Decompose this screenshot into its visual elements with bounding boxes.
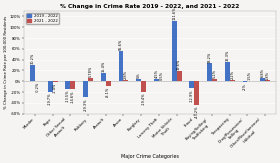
Bar — [101, 73, 106, 81]
Text: 5%: 5% — [137, 72, 141, 78]
Bar — [106, 81, 111, 86]
Bar — [172, 21, 177, 81]
Bar — [136, 79, 141, 81]
Text: 36.3%: 36.3% — [225, 50, 229, 61]
Bar — [30, 65, 35, 81]
Text: 2.2%: 2.2% — [230, 70, 234, 79]
Text: -12.9%: -12.9% — [190, 89, 194, 102]
Text: -14.6%: -14.6% — [71, 90, 75, 103]
Text: -8.1%: -8.1% — [106, 87, 110, 97]
Text: 5.78%: 5.78% — [88, 66, 92, 77]
Bar — [88, 78, 93, 81]
Text: -0.2%: -0.2% — [35, 82, 39, 92]
Bar — [53, 81, 58, 82]
Y-axis label: % Change in Crime Rate per 100,000 Residents: % Change in Crime Rate per 100,000 Resid… — [4, 16, 8, 109]
Bar — [189, 81, 194, 88]
Bar — [48, 81, 53, 92]
Text: 6.8%: 6.8% — [261, 68, 265, 77]
Text: 1.5%: 1.5% — [248, 71, 252, 80]
Text: 4.5%: 4.5% — [155, 69, 158, 78]
Legend: 2019 - 2022, 2021 - 2022: 2019 - 2022, 2021 - 2022 — [26, 13, 59, 24]
Text: 15.4%: 15.4% — [101, 61, 105, 72]
Bar — [194, 81, 199, 105]
Bar — [141, 81, 146, 92]
Bar — [65, 81, 70, 89]
Title: % Change in Crime Rate 2019 - 2022, and 2021 - 2022: % Change in Crime Rate 2019 - 2022, and … — [60, 4, 240, 9]
X-axis label: Major Crime Categories: Major Crime Categories — [121, 154, 179, 159]
Text: 111.6%: 111.6% — [172, 7, 176, 20]
Bar — [225, 62, 230, 81]
Text: 5.2%: 5.2% — [213, 69, 216, 78]
Text: -2%: -2% — [243, 83, 247, 90]
Text: 55.6%: 55.6% — [119, 39, 123, 50]
Text: -43.2%: -43.2% — [195, 105, 199, 118]
Text: -1.4%: -1.4% — [53, 83, 57, 93]
Text: 1.8%: 1.8% — [266, 71, 270, 80]
Bar — [265, 80, 270, 81]
Text: 2.8%: 2.8% — [124, 70, 128, 79]
Bar — [230, 80, 235, 81]
Bar — [123, 80, 129, 81]
Bar — [154, 79, 159, 81]
Text: -29.3%: -29.3% — [83, 98, 88, 111]
Bar — [242, 81, 248, 82]
Bar — [83, 81, 88, 97]
Text: 19.6%: 19.6% — [177, 59, 181, 70]
Text: 30.2%: 30.2% — [31, 53, 34, 64]
Bar — [177, 71, 182, 81]
Bar — [70, 81, 75, 89]
Text: -19.4%: -19.4% — [142, 93, 146, 105]
Text: 0.5%: 0.5% — [159, 71, 164, 80]
Bar — [207, 63, 212, 81]
Bar — [212, 79, 217, 81]
Bar — [118, 51, 123, 81]
Text: -19.7%: -19.7% — [48, 93, 52, 105]
Text: 33.2%: 33.2% — [207, 51, 212, 63]
Text: -13.5%: -13.5% — [66, 89, 70, 102]
Bar — [260, 78, 265, 81]
